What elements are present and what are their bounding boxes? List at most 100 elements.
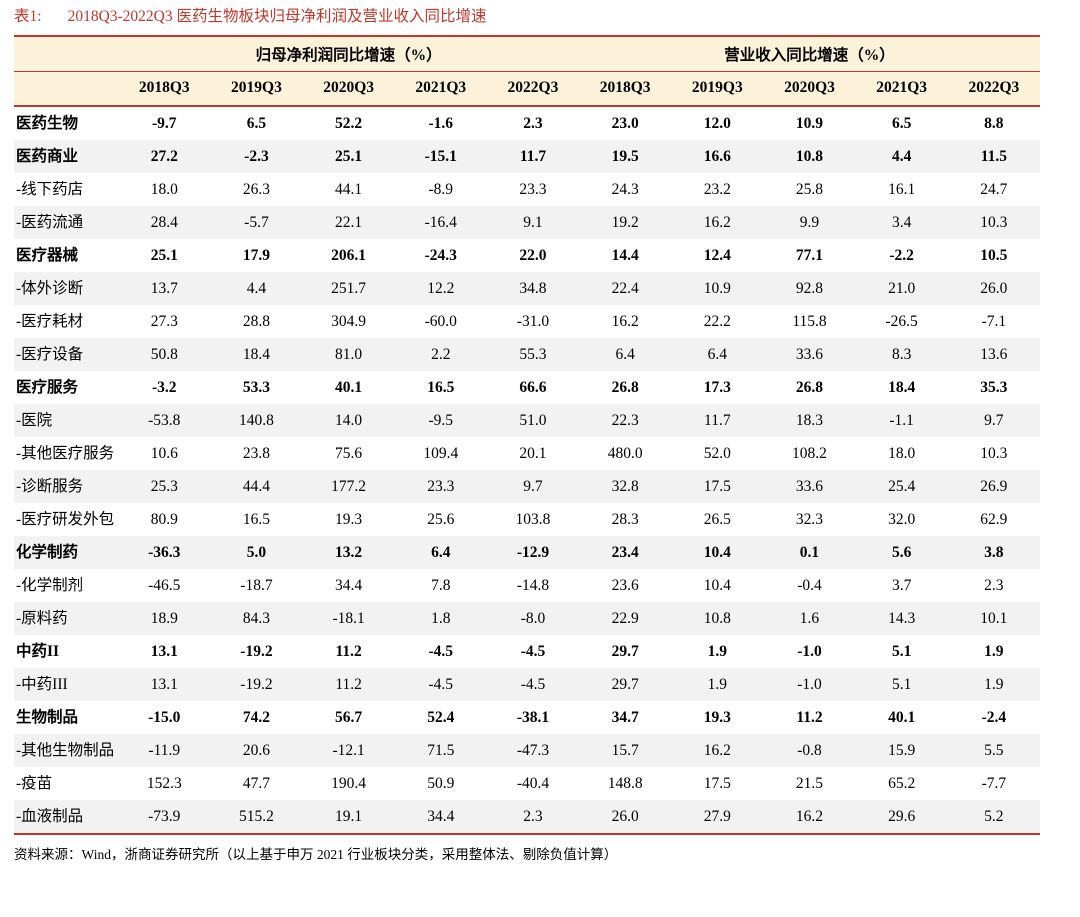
cell-value: 50.8: [150, 346, 178, 363]
cell-value: 480.0: [607, 445, 643, 462]
cell-value: 26.3: [242, 181, 270, 198]
group-header-revenue: 营业收入同比增速（%）: [579, 36, 1040, 72]
cell-value: 20.6: [242, 742, 270, 759]
cell-value: 26.8: [795, 379, 824, 396]
cell-value: 50.9: [427, 775, 455, 792]
table-row: 医药商业 27.2 -2.3 25.1 -15.1 11.7 19.5 16.6 10.8 4.4…: [14, 140, 1040, 173]
cell-value: 23.8: [242, 445, 270, 462]
row-label: -其他医疗服务: [16, 445, 115, 462]
cell-value: 8.8: [984, 115, 1004, 132]
row-label: -医疗研发外包: [16, 511, 115, 528]
row-label: 中药II: [16, 643, 60, 660]
table-row: -诊断服务 25.3 44.4 177.2 23.3 9.7 32.8 17.5 33.6 25.…: [14, 470, 1040, 503]
column-header: 2022Q3: [486, 71, 580, 107]
row-label: -医疗耗材: [16, 313, 84, 330]
cell-value: 29.7: [611, 643, 639, 660]
cell-value: -11.9: [148, 742, 181, 759]
cell-value: -1.0: [797, 643, 822, 660]
column-header: 2020Q3: [763, 71, 856, 107]
cell-value: -46.5: [148, 577, 181, 594]
cell-value: 22.4: [611, 280, 639, 297]
cell-value: 11.2: [335, 643, 362, 660]
cell-value: 25.4: [888, 478, 916, 495]
cell-value: 17.5: [703, 775, 731, 792]
cell-value: 44.4: [242, 478, 270, 495]
cell-value: -14.8: [516, 577, 550, 594]
cell-value: 11.2: [335, 676, 362, 693]
cell-value: -40.4: [516, 775, 550, 792]
cell-value: 12.4: [703, 247, 731, 264]
cell-value: 18.4: [888, 379, 916, 396]
cell-value: 10.8: [703, 610, 731, 627]
table-row: 医药生物 -9.7 6.5 52.2 -1.6 2.3 23.0 12.0 10.9 6.5 8.8: [14, 106, 1040, 140]
cell-value: 80.9: [150, 511, 178, 528]
cell-value: 10.4: [703, 544, 731, 561]
cell-value: 108.2: [792, 445, 827, 462]
cell-value: 23.3: [519, 181, 547, 198]
growth-table: 归母净利润同比增速（%） 营业收入同比增速（%） 2018Q3 2019Q3 2…: [14, 35, 1040, 835]
cell-value: -7.1: [981, 313, 1007, 330]
cell-value: 18.4: [242, 346, 270, 363]
cell-value: 13.1: [150, 643, 178, 660]
cell-value: 15.7: [611, 742, 639, 759]
cell-value: -38.1: [516, 709, 550, 726]
table-row: -医疗研发外包 80.9 16.5 19.3 25.6 103.8 28.3 26.5 32.3…: [14, 503, 1040, 536]
table-row: -体外诊断 13.7 4.4 251.7 12.2 34.8 22.4 10.9 92.8 21.…: [14, 272, 1040, 305]
cell-value: -15.0: [148, 709, 181, 726]
cell-value: 33.6: [795, 346, 824, 363]
table-row: 生物制品 -15.0 74.2 56.7 52.4 -38.1 34.7 19.3 11.2 40…: [14, 701, 1040, 734]
cell-value: 2.3: [984, 577, 1004, 594]
cell-value: 14.3: [888, 610, 916, 627]
cell-value: 13.6: [980, 346, 1008, 363]
row-label: 化学制药: [16, 544, 79, 561]
cell-value: 16.1: [888, 181, 916, 198]
cell-value: -53.8: [148, 412, 181, 429]
table-row: 医疗服务 -3.2 53.3 40.1 16.5 66.6 26.8 17.3 26.8 18.4…: [14, 371, 1040, 404]
table-row: -其他生物制品 -11.9 20.6 -12.1 71.5 -47.3 15.7 16.2 -0…: [14, 734, 1040, 767]
cell-value: 21.0: [888, 280, 916, 297]
cell-value: 10.9: [703, 280, 731, 297]
cell-value: -2.2: [889, 247, 914, 264]
cell-value: -19.2: [240, 676, 273, 693]
cell-value: 32.8: [611, 478, 639, 495]
cell-value: 34.7: [611, 709, 639, 726]
cell-value: -15.1: [424, 148, 457, 165]
table-title: 表1: 2018Q3-2022Q3 医药生物板块归母净利润及营业收入同比增速: [14, 6, 1040, 28]
cell-value: 22.3: [611, 412, 639, 429]
cell-value: 6.4: [615, 346, 635, 363]
cell-value: 0.1: [799, 544, 820, 561]
cell-value: 1.9: [984, 676, 1004, 693]
cell-value: 18.9: [150, 610, 178, 627]
cell-value: 6.5: [891, 115, 912, 132]
cell-value: 33.6: [795, 478, 824, 495]
cell-value: 17.9: [242, 247, 270, 264]
table-body: 医药生物 -9.7 6.5 52.2 -1.6 2.3 23.0 12.0 10.9 6.5 8.8…: [14, 106, 1040, 834]
cell-value: -1.0: [797, 676, 822, 693]
cell-value: -4.5: [520, 643, 546, 660]
cell-value: 17.5: [703, 478, 731, 495]
column-header: 2018Q3: [118, 71, 211, 107]
cell-value: 26.0: [611, 808, 639, 825]
cell-value: 1.9: [707, 676, 727, 693]
cell-value: 5.5: [984, 742, 1004, 759]
cell-value: 13.1: [150, 676, 178, 693]
cell-value: 5.6: [891, 544, 912, 561]
cell-value: 2.3: [523, 808, 543, 825]
table-row: -化学制剂 -46.5 -18.7 34.4 7.8 -14.8 23.6 10.4 -0.4 3…: [14, 569, 1040, 602]
cell-value: 10.3: [980, 214, 1008, 231]
cell-value: 20.1: [519, 445, 547, 462]
cell-value: 47.7: [242, 775, 270, 792]
cell-value: 15.9: [888, 742, 916, 759]
cell-value: 81.0: [335, 346, 363, 363]
cell-value: 24.7: [980, 181, 1008, 198]
row-label: -线下药店: [16, 181, 84, 198]
cell-value: 10.5: [980, 247, 1008, 264]
cell-value: 18.0: [150, 181, 178, 198]
cell-value: 109.4: [423, 445, 459, 462]
cell-value: 25.1: [150, 247, 178, 264]
cell-value: 152.3: [146, 775, 182, 792]
cell-value: 5.1: [891, 676, 912, 693]
column-header: 2022Q3: [947, 71, 1040, 107]
column-header: 2021Q3: [394, 71, 487, 107]
cell-value: 26.8: [611, 379, 639, 396]
